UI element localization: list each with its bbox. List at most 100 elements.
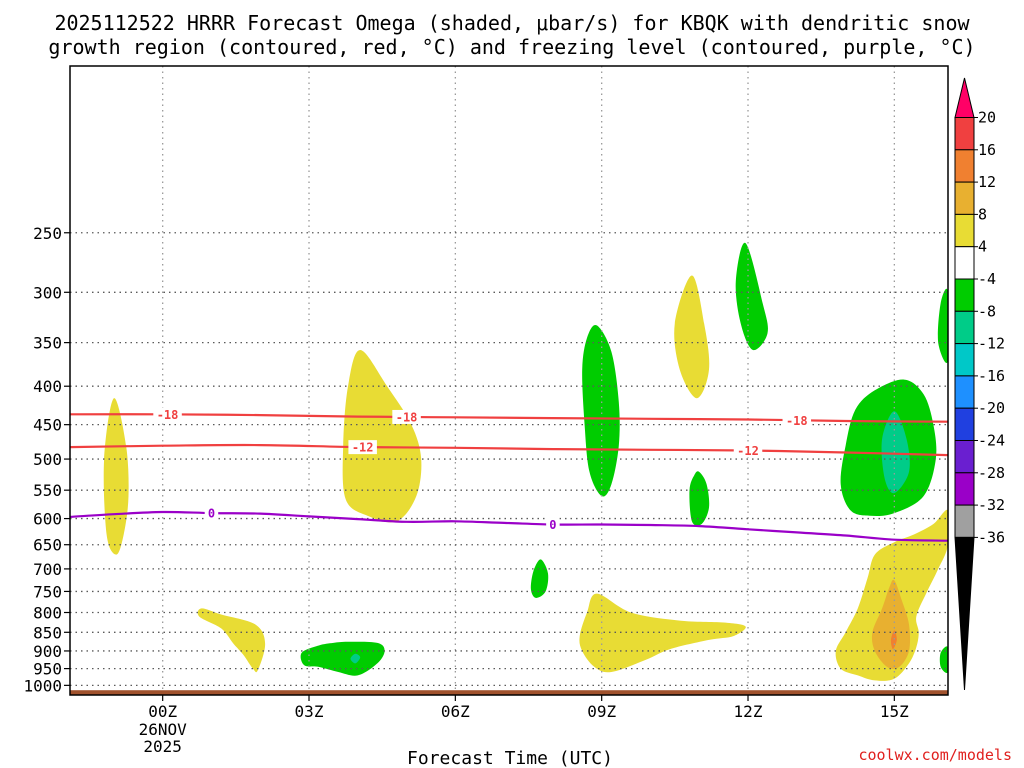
colorbar-box-9 (954, 407, 975, 442)
frame-border (69, 65, 949, 696)
ytick-label-900: 900 (33, 642, 62, 661)
colorbar-label-2: 12 (978, 173, 996, 191)
colorbar-box-5 (954, 278, 975, 312)
omega-region-2 (197, 608, 266, 673)
contour-label-bg-0-0 (204, 506, 219, 521)
xtick-label-09Z: 09Z (587, 702, 616, 721)
omega-region-12 (530, 559, 549, 598)
contour--18 (70, 413, 948, 423)
colorbar-box-1 (954, 149, 975, 183)
xtick-label-00Z: 00Z (148, 702, 177, 721)
chart-title: 2025112522 HRRR Forecast Omega (shaded, … (48, 11, 975, 59)
ytick-label-550: 550 (33, 481, 62, 500)
omega-region-6 (871, 579, 911, 669)
ytick-label-350: 350 (33, 334, 62, 353)
ytick-label-850: 850 (33, 623, 62, 642)
colorbar-label-6: -8 (978, 302, 996, 320)
xtick-label-06Z: 06Z (441, 702, 470, 721)
colorbar-label-5: -4 (978, 270, 996, 288)
omega-region-7 (890, 630, 897, 650)
xtick-sublabel-00Z-1: 2025 (143, 737, 182, 756)
colorbar-box-12 (954, 504, 975, 538)
title-line-2: growth region (contoured, red, °C) and f… (48, 35, 975, 59)
colorbar-box-3 (954, 213, 975, 248)
ground-surface (70, 690, 948, 695)
ytick-label-600: 600 (33, 510, 62, 529)
xtick-sublabel-00Z-0: 26NOV (139, 720, 188, 739)
ytick-label-450: 450 (33, 416, 62, 435)
colorbar-label-12: -32 (978, 496, 1005, 514)
omega-region-0 (103, 398, 129, 555)
omega-region-4 (579, 593, 746, 673)
omega-region-15 (300, 641, 385, 676)
contour-0 (70, 510, 948, 542)
colorbar-box-10 (954, 440, 975, 474)
colorbar-label-13: -36 (978, 528, 1005, 546)
colorbar-bottom-triangle (954, 536, 975, 691)
colorbar-label-8: -16 (978, 367, 1005, 385)
ytick-label-1000: 1000 (23, 676, 62, 695)
omega-region-14 (881, 411, 910, 494)
contour-label-bg--18-0 (153, 407, 182, 422)
colorbar-label-0: 20 (978, 109, 996, 127)
contour-label--18-1: -18 (396, 410, 418, 424)
colorbar-label-11: -28 (978, 464, 1005, 482)
omega-region-16 (350, 653, 361, 664)
ytick-label-650: 650 (33, 536, 62, 555)
xtick-label-03Z: 03Z (295, 702, 324, 721)
y-axis: 250 300 350 400 450 500 550 600 650 700 750 8008509… (23, 224, 70, 695)
ytick-label-500: 500 (33, 450, 62, 469)
contour--12 (70, 443, 948, 457)
omega-region-17 (939, 646, 948, 674)
contour-label-bg--12-0 (348, 440, 377, 455)
colorbar-legend: 20 16 12 8 4 -4 -8 -12 -16 -20 -24 -28 -32 -36 (954, 77, 1005, 691)
xtick-label-12Z: 12Z (734, 702, 763, 721)
colorbar-box-8 (954, 375, 975, 409)
colorbar-box-6 (954, 310, 975, 345)
ytick-label-250: 250 (33, 224, 62, 243)
colorbar-box-7 (954, 343, 975, 377)
temperature-contours: -18 -18 -18 -12 -12 0 0 (70, 407, 948, 542)
colorbar-box-4 (954, 246, 975, 280)
ytick-label-750: 750 (33, 582, 62, 601)
source-credit: coolwx.com/models (858, 746, 1012, 764)
contour-label-bg-0-1 (546, 517, 560, 532)
colorbar-label-1: 16 (978, 141, 996, 159)
colorbar-box-2 (954, 181, 975, 215)
colorbar-box-0 (954, 117, 975, 151)
contour-label--12-1: -12 (737, 444, 759, 458)
contour-label-0-0: 0 (208, 507, 215, 521)
colorbar-label-9: -20 (978, 399, 1005, 417)
title-line-1: 2025112522 HRRR Forecast Omega (shaded, … (54, 11, 970, 35)
colorbar-box-11 (954, 472, 975, 506)
contour-label--18-2: -18 (786, 414, 808, 428)
omega-shading (103, 242, 948, 681)
contour-label--12-0: -12 (352, 441, 374, 455)
x-axis-label: Forecast Time (UTC) (407, 748, 613, 768)
contour-label--18-0: -18 (157, 408, 179, 422)
xtick-label-15Z: 15Z (880, 702, 909, 721)
contour-label-bg--18-2 (782, 413, 812, 428)
colorbar-label-3: 8 (978, 205, 987, 223)
gridlines (70, 66, 948, 695)
omega-region-10 (937, 288, 948, 363)
surface-ground (70, 690, 948, 695)
omega-region-3 (674, 275, 710, 399)
contour-label-bg--18-1 (392, 409, 421, 424)
ytick-label-400: 400 (33, 377, 62, 396)
colorbar-label-4: 4 (978, 238, 987, 256)
colorbar-top-triangle (954, 77, 975, 118)
plot-frame (69, 65, 949, 696)
contour-label-0-1: 0 (549, 518, 556, 532)
ytick-label-700: 700 (33, 560, 62, 579)
omega-region-11 (689, 471, 710, 526)
omega-region-1 (342, 350, 422, 523)
contour-label-bg--12-1 (733, 443, 763, 458)
colorbar-label-10: -24 (978, 432, 1005, 450)
ytick-label-300: 300 (33, 283, 62, 302)
ytick-label-800: 800 (33, 604, 62, 623)
omega-region-9 (735, 242, 768, 351)
omega-region-8 (582, 324, 620, 497)
